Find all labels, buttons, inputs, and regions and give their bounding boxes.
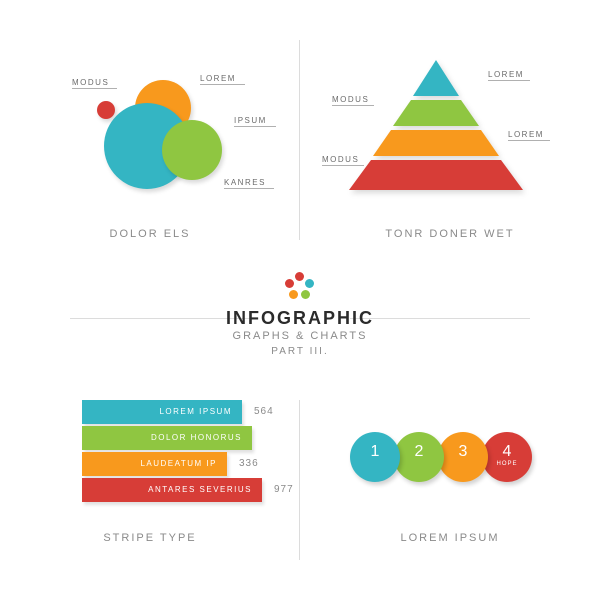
bubble-label: LOREM <box>200 74 245 85</box>
stripe-row: LAUDEATUM IP 336 <box>82 452 302 476</box>
q2-caption: TONR DONER WET <box>300 228 600 240</box>
stripe-bar: ANTARES SEVERIUS <box>82 478 262 502</box>
logo-dot <box>305 279 314 288</box>
bubble-label: MODUS <box>72 78 117 89</box>
pyramid-layer <box>349 160 523 190</box>
pyramid-layer <box>373 130 499 156</box>
pyramid-chart <box>300 0 600 220</box>
step-number: 1 <box>350 443 400 461</box>
q1-caption: DOLOR ELS <box>0 228 300 240</box>
q3-caption: STRIPE TYPE <box>0 532 300 544</box>
step-number: 4 <box>482 443 532 461</box>
step-circle: 3 <box>438 432 488 482</box>
center-logo <box>284 272 316 304</box>
stripe-row: ANTARES SEVERIUS 977 <box>82 478 302 502</box>
stripe-bar: DOLOR HONORUS <box>82 426 252 450</box>
main-subtitle: GRAPHS & CHARTS <box>0 330 600 342</box>
step-number: 2 <box>394 443 444 461</box>
bubble <box>162 120 222 180</box>
step-circle: 2 <box>394 432 444 482</box>
main-part: PART III. <box>0 346 600 357</box>
bubble <box>97 101 115 119</box>
q4-caption: LOREM IPSUM <box>300 532 600 544</box>
pyramid-layer <box>413 60 459 96</box>
stripe-value: 336 <box>239 452 259 476</box>
step-label: HOPE <box>482 461 532 467</box>
stripe-row: LOREM IPSUM 564 <box>82 400 302 424</box>
bubble-label: KANRES <box>224 178 274 189</box>
logo-dot <box>295 272 304 281</box>
stripe-value: 977 <box>274 478 294 502</box>
step-circle: 1 <box>350 432 400 482</box>
pyramid-label: MODUS <box>332 95 374 106</box>
main-title: INFOGRAPHIC <box>0 308 600 329</box>
bubble-label: IPSUM <box>234 116 276 127</box>
pyramid-label: LOREM <box>488 70 530 81</box>
pyramid-label: MODUS <box>322 155 364 166</box>
logo-dot <box>285 279 294 288</box>
stripe-value: 564 <box>254 400 274 424</box>
pyramid-label: LOREM <box>508 130 550 141</box>
stripe-row: DOLOR HONORUS <box>82 426 302 450</box>
stripe-bar: LAUDEATUM IP <box>82 452 227 476</box>
infographic-container: INFOGRAPHIC GRAPHS & CHARTS PART III. MO… <box>0 0 600 600</box>
logo-dot <box>301 290 310 299</box>
pyramid-layer <box>393 100 479 126</box>
step-number: 3 <box>438 443 488 461</box>
step-circle: 4HOPE <box>482 432 532 482</box>
logo-dot <box>289 290 298 299</box>
stripe-bar: LOREM IPSUM <box>82 400 242 424</box>
